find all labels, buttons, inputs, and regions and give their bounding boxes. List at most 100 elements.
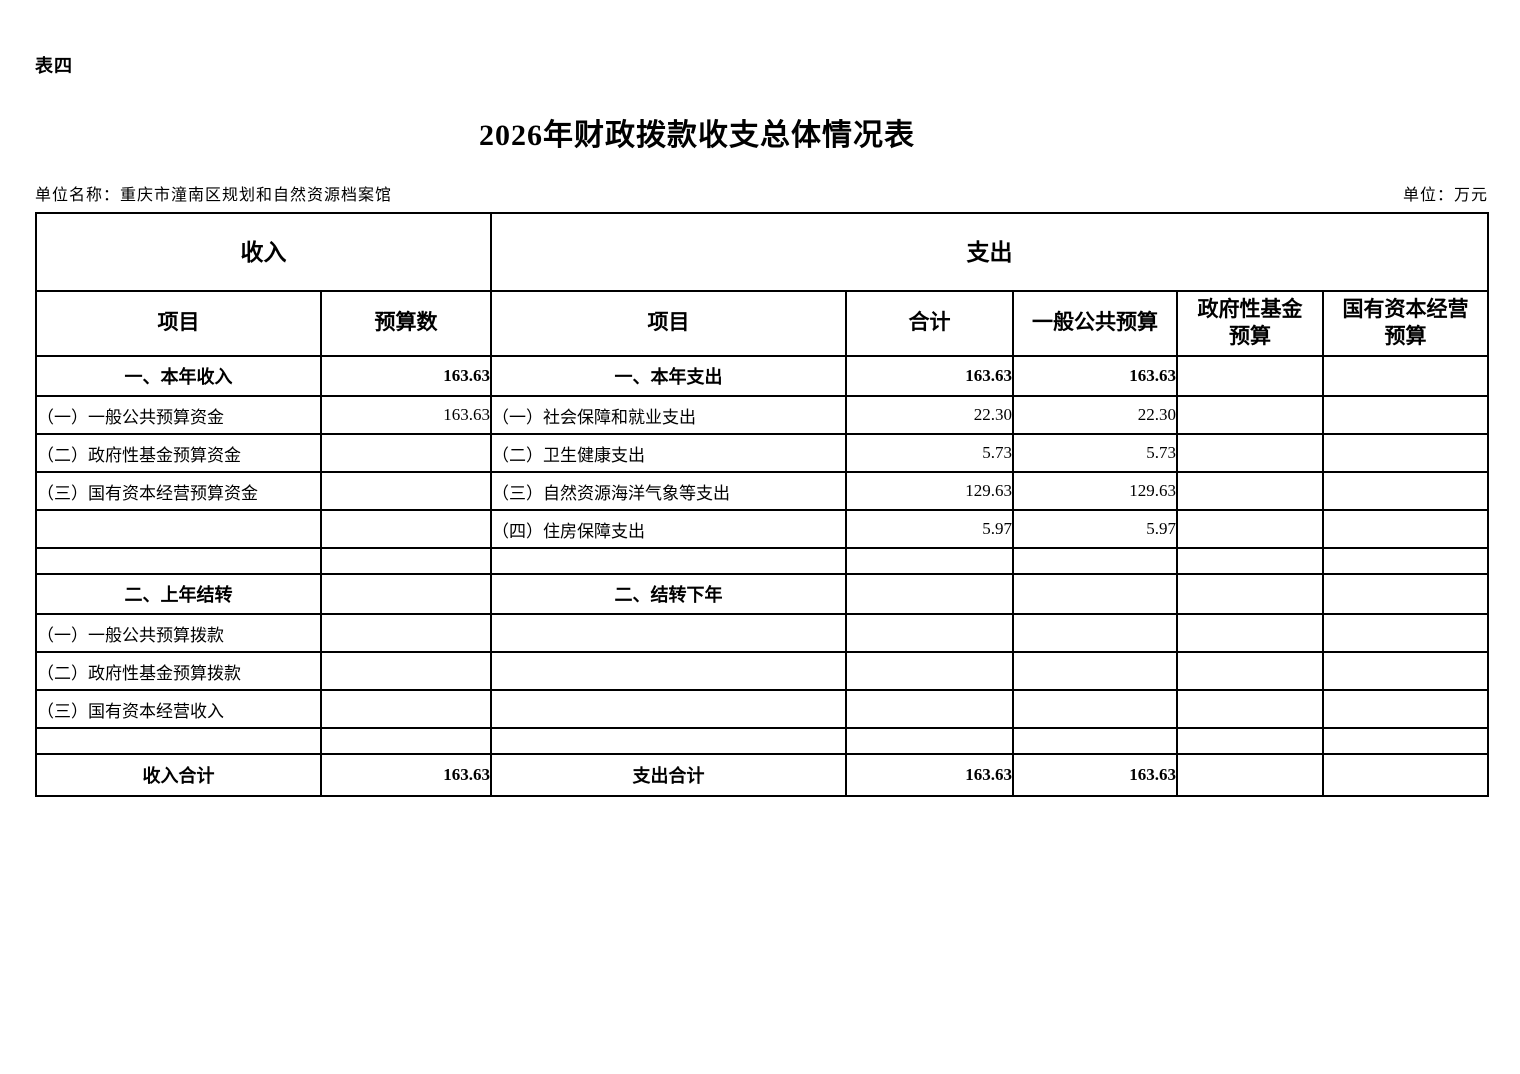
cell-value [1012, 547, 1178, 575]
cell-value [1321, 651, 1490, 691]
cell-value: 163.63 [845, 355, 1014, 397]
table-row: 二、上年结转 二、结转下年 [35, 573, 1490, 615]
table-row: （三）国有资本经营收入 [35, 689, 1490, 729]
cell-item [35, 547, 322, 575]
cell-item [35, 509, 322, 549]
unit-name-label: 单位名称：重庆市潼南区规划和自然资源档案馆 [35, 187, 393, 204]
column-header-income-item: 项目 [35, 290, 322, 357]
cell-value [845, 613, 1014, 653]
table-column-header-row: 项目 预算数 项目 合计 一般公共预算 政府性基金 预算 国有资本经营 预算 [35, 290, 1490, 357]
cell-item: （二）政府性基金预算资金 [35, 433, 322, 473]
cell-value: 22.30 [845, 395, 1014, 435]
cell-value [320, 613, 492, 653]
page-tag: 表四 [35, 56, 73, 76]
cell-value: 5.73 [1012, 433, 1178, 473]
cell-value [1176, 651, 1324, 691]
cell-item: 一、本年支出 [490, 355, 847, 397]
table-row: （二）政府性基金预算资金 （二）卫生健康支出 5.73 5.73 [35, 433, 1490, 473]
table-row: 一、本年收入 163.63 一、本年支出 163.63 163.63 [35, 355, 1490, 397]
cell-value: 163.63 [1012, 355, 1178, 397]
cell-item: （一）一般公共预算拨款 [35, 613, 322, 653]
income-group-header: 收入 [35, 212, 492, 292]
cell-value [845, 651, 1014, 691]
cell-item: 一、本年收入 [35, 355, 322, 397]
cell-value [1176, 433, 1324, 473]
cell-item: （三）自然资源海洋气象等支出 [490, 471, 847, 511]
cell-item [490, 651, 847, 691]
cell-value: 163.63 [320, 355, 492, 397]
cell-value [1321, 573, 1490, 615]
cell-value [1012, 573, 1178, 615]
unit-label: 单位：万元 [1402, 187, 1488, 204]
cell-value [320, 651, 492, 691]
cell-item [490, 613, 847, 653]
cell-value [1012, 689, 1178, 729]
table-row: （一）一般公共预算资金 163.63 （一）社会保障和就业支出 22.30 22.30 [35, 395, 1490, 435]
cell-value [1176, 689, 1324, 729]
cell-item [490, 547, 847, 575]
cell-item: （四）住房保障支出 [490, 509, 847, 549]
cell-value [1321, 689, 1490, 729]
cell-value [1176, 753, 1324, 797]
cell-item [35, 727, 322, 755]
cell-item: （二）卫生健康支出 [490, 433, 847, 473]
expenditure-group-header: 支出 [489, 212, 1490, 292]
cell-value [1321, 547, 1490, 575]
cell-value [845, 573, 1014, 615]
cell-item: 支出合计 [490, 753, 847, 797]
cell-value [320, 573, 492, 615]
cell-value [1321, 433, 1490, 473]
cell-value: 163.63 [1012, 753, 1178, 797]
budget-table: 收入 支出 项目 预算数 项目 合计 一般公共预算 政府性基金 预算 国有资本经… [35, 212, 1490, 797]
cell-value [1321, 355, 1490, 397]
cell-item: （一）一般公共预算资金 [35, 395, 322, 435]
cell-value [1012, 651, 1178, 691]
cell-value [1176, 573, 1324, 615]
cell-item [490, 689, 847, 729]
cell-value [320, 547, 492, 575]
column-header-govt-fund-budget: 政府性基金 预算 [1176, 290, 1324, 357]
cell-value [320, 689, 492, 729]
cell-value [1321, 509, 1490, 549]
cell-value [1176, 727, 1324, 755]
cell-value [1176, 471, 1324, 511]
cell-value [1321, 727, 1490, 755]
cell-value: 163.63 [845, 753, 1014, 797]
meta-row: 单位名称：重庆市潼南区规划和自然资源档案馆 单位：万元 [35, 181, 1488, 205]
cell-value [320, 433, 492, 473]
cell-item: 二、上年结转 [35, 573, 322, 615]
cell-item [490, 727, 847, 755]
cell-value [845, 727, 1014, 755]
table-body: 一、本年收入 163.63 一、本年支出 163.63 163.63 （一）一般公共预算资… [35, 355, 1490, 797]
column-header-budget-amount: 预算数 [320, 290, 492, 357]
cell-value [845, 689, 1014, 729]
column-header-state-capital-budget: 国有资本经营 预算 [1321, 290, 1490, 357]
table-row: （一）一般公共预算拨款 [35, 613, 1490, 653]
page-title: 2026年财政拨款收支总体情况表 [479, 119, 915, 152]
cell-value [1012, 613, 1178, 653]
cell-value: 5.97 [845, 509, 1014, 549]
cell-value: 129.63 [1012, 471, 1178, 511]
column-header-expenditure-item: 项目 [490, 290, 847, 357]
cell-value: 5.97 [1012, 509, 1178, 549]
cell-item: 二、结转下年 [490, 573, 847, 615]
cell-value [1176, 547, 1324, 575]
column-header-general-public-budget: 一般公共预算 [1012, 290, 1178, 357]
cell-value [1321, 753, 1490, 797]
cell-item: （一）社会保障和就业支出 [490, 395, 847, 435]
cell-value [1321, 613, 1490, 653]
cell-value [1012, 727, 1178, 755]
cell-value [320, 471, 492, 511]
cell-value: 22.30 [1012, 395, 1178, 435]
table-group-header-row: 收入 支出 [35, 212, 1490, 292]
cell-value: 163.63 [320, 395, 492, 435]
table-row: （三）国有资本经营预算资金 （三）自然资源海洋气象等支出 129.63 129.63 [35, 471, 1490, 511]
cell-value [1176, 395, 1324, 435]
cell-item: （三）国有资本经营收入 [35, 689, 322, 729]
table-row: （二）政府性基金预算拨款 [35, 651, 1490, 691]
table-row [35, 547, 1490, 575]
cell-value [1176, 613, 1324, 653]
cell-value [1321, 471, 1490, 511]
cell-item: 收入合计 [35, 753, 322, 797]
